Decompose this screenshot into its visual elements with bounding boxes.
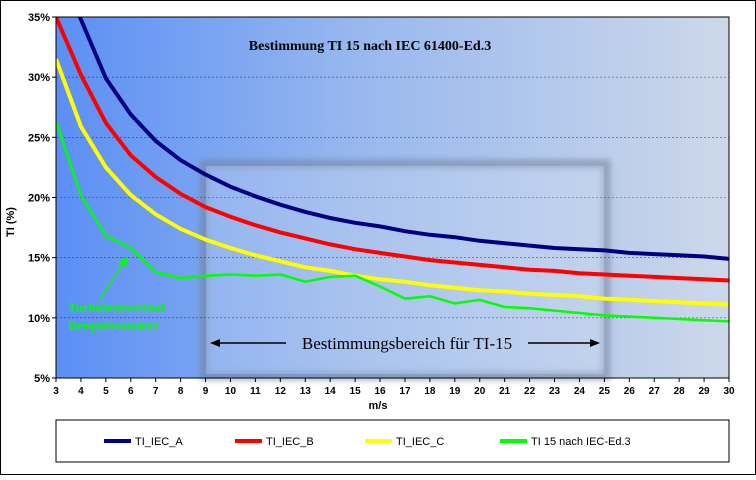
x-tick-label: 24 xyxy=(574,386,586,397)
x-tick-label: 29 xyxy=(699,386,711,397)
range-arrow-left-head xyxy=(210,339,220,347)
turbulence-pointer-line xyxy=(99,261,125,300)
x-tick-label: 28 xyxy=(674,386,686,397)
x-tick-label: 3 xyxy=(53,386,59,397)
turbulence-pointer-arrowhead xyxy=(118,256,128,267)
x-axis-ticks: 3 4 5 6 7 8 9 10 11 12 13 14 15 16 17 18 19 20 21 22 23 24 25 2… xyxy=(53,378,735,397)
legend-entries: TI_IEC_A TI_IEC_B TI_IEC_C TI 15 nach IEC-E… xyxy=(104,436,631,448)
x-tick-label: 20 xyxy=(474,386,486,397)
x-tick-label: 19 xyxy=(449,386,461,397)
x-tick-label: 15 xyxy=(350,386,362,397)
x-tick-label: 21 xyxy=(499,386,511,397)
x-tick-label: 14 xyxy=(325,386,337,397)
x-tick-label: 9 xyxy=(203,386,209,397)
x-tick-label: 22 xyxy=(524,386,536,397)
turbulence-label-line1: Turbulenzverlauf xyxy=(68,300,166,315)
x-tick-label: 12 xyxy=(275,386,287,397)
legend-label: TI 15 nach IEC-Ed.3 xyxy=(531,436,631,448)
range-label: Bestimmungsbereich für TI-15 xyxy=(302,334,512,353)
y-tick-label: 20% xyxy=(28,193,50,205)
x-tick-label: 27 xyxy=(649,386,661,397)
x-tick-label: 6 xyxy=(128,386,134,397)
y-tick-label: 15% xyxy=(28,253,50,265)
x-tick-label: 23 xyxy=(549,386,561,397)
x-tick-label: 11 xyxy=(250,386,261,397)
y-axis-label: TI (%) xyxy=(5,207,17,237)
series-line-4 xyxy=(56,121,729,323)
y-tick-label: 5% xyxy=(34,373,50,385)
legend-label: TI_IEC_B xyxy=(266,436,314,448)
x-tick-label: 8 xyxy=(178,386,184,397)
y-tick-label: 10% xyxy=(28,313,50,325)
legend-label: TI_IEC_A xyxy=(135,436,183,448)
x-tick-label: 30 xyxy=(723,386,735,397)
legend-label: TI_IEC_C xyxy=(396,436,444,448)
x-tick-label: 10 xyxy=(225,386,237,397)
x-axis-label: m/s xyxy=(369,400,388,412)
y-tick-label: 35% xyxy=(28,12,50,24)
chart-title: Bestimmung TI 15 nach IEC 61400-Ed.3 xyxy=(249,39,491,54)
x-tick-label: 25 xyxy=(599,386,611,397)
x-tick-label: 13 xyxy=(300,386,312,397)
gridlines xyxy=(56,76,729,319)
legend xyxy=(55,419,730,463)
x-tick-label: 7 xyxy=(153,386,159,397)
range-box-shadow xyxy=(199,159,611,381)
series-lines xyxy=(56,17,729,323)
y-tick-label: 30% xyxy=(28,72,50,84)
series-line-3 xyxy=(56,58,729,307)
series-line-1 xyxy=(77,17,729,261)
y-axis-ticks: 5% 10% 15% 20% 25% 30% 35% xyxy=(28,12,56,385)
x-tick-label: 4 xyxy=(78,386,84,397)
range-arrow xyxy=(210,339,600,347)
y-tick-label: 25% xyxy=(28,132,50,144)
x-tick-label: 18 xyxy=(424,386,436,397)
x-tick-label: 17 xyxy=(399,386,411,397)
range-arrow-right-head xyxy=(590,339,600,347)
x-tick-label: 26 xyxy=(624,386,636,397)
turbulence-label-line2: Beispielstandort xyxy=(68,318,159,333)
x-tick-label: 16 xyxy=(374,386,386,397)
series-line-2 xyxy=(56,17,729,283)
x-tick-label: 5 xyxy=(103,386,109,397)
